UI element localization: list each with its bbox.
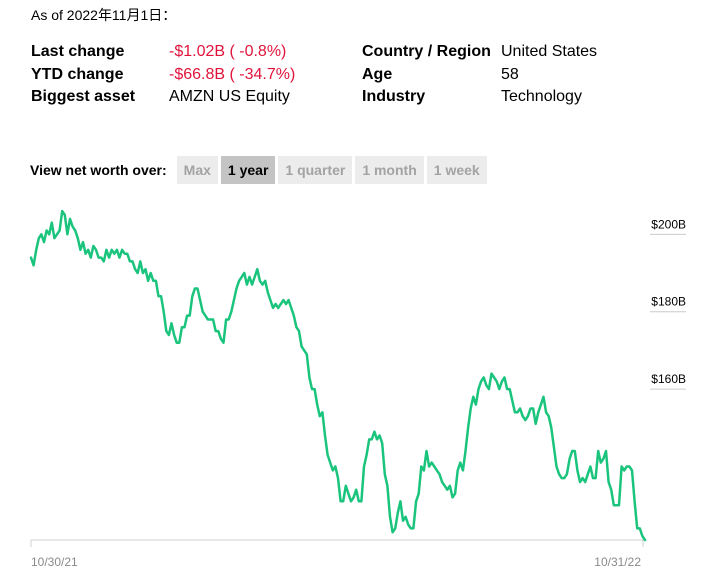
range-button-1-month[interactable]: 1 month bbox=[355, 156, 424, 184]
range-button-max[interactable]: Max bbox=[176, 156, 218, 184]
stat-value: United States bbox=[501, 43, 598, 60]
range-button-1-year[interactable]: 1 year bbox=[220, 156, 276, 184]
y-tick-label: $160B bbox=[651, 372, 686, 386]
range-button-1-quarter[interactable]: 1 quarter bbox=[278, 156, 353, 184]
stat-ytd-change: YTD change -$66.8B ( -34.7%) bbox=[31, 64, 295, 87]
as-of-date: As of 2022年11月1日： bbox=[31, 7, 177, 23]
stat-label: Industry bbox=[362, 88, 426, 105]
net-worth-series-line bbox=[29, 209, 647, 542]
x-tick-label-start: 10/30/21 bbox=[31, 555, 78, 569]
stat-country: Country / Region United States bbox=[362, 41, 597, 64]
x-tick-label-end: 10/31/22 bbox=[594, 555, 641, 569]
range-label: View net worth over: bbox=[30, 162, 167, 178]
stats-right: Country / Region United States Age 58 In… bbox=[362, 41, 597, 109]
stat-label: Age bbox=[362, 65, 393, 83]
stat-industry: Industry Technology bbox=[362, 86, 597, 109]
y-tick-label: $200B bbox=[651, 217, 686, 231]
stat-value: -$1.02B ( -0.8%) bbox=[169, 43, 287, 60]
y-tick-label: $180B bbox=[651, 295, 686, 309]
stat-value: -$66.8B ( -34.7%) bbox=[169, 65, 296, 83]
stat-age: Age 58 bbox=[362, 64, 597, 87]
range-selector: View net worth over: Max 1 year 1 quarte… bbox=[30, 156, 490, 184]
stat-label: Biggest asset bbox=[31, 88, 136, 105]
net-worth-chart: $200B $180B $160B 10/30/21 10/31/22 bbox=[29, 209, 686, 569]
stat-value: 58 bbox=[501, 65, 519, 83]
stat-last-change: Last change -$1.02B ( -0.8%) bbox=[31, 41, 295, 64]
stats-left: Last change -$1.02B ( -0.8%) YTD change … bbox=[31, 41, 295, 109]
range-button-1-week[interactable]: 1 week bbox=[426, 156, 487, 184]
stat-label: YTD change bbox=[31, 65, 124, 83]
stat-label: Country / Region bbox=[362, 43, 491, 60]
stat-biggest-asset: Biggest asset AMZN US Equity bbox=[31, 86, 295, 109]
stat-value: Technology bbox=[501, 88, 582, 105]
stat-value: AMZN US Equity bbox=[169, 88, 290, 105]
stat-label: Last change bbox=[31, 43, 125, 60]
